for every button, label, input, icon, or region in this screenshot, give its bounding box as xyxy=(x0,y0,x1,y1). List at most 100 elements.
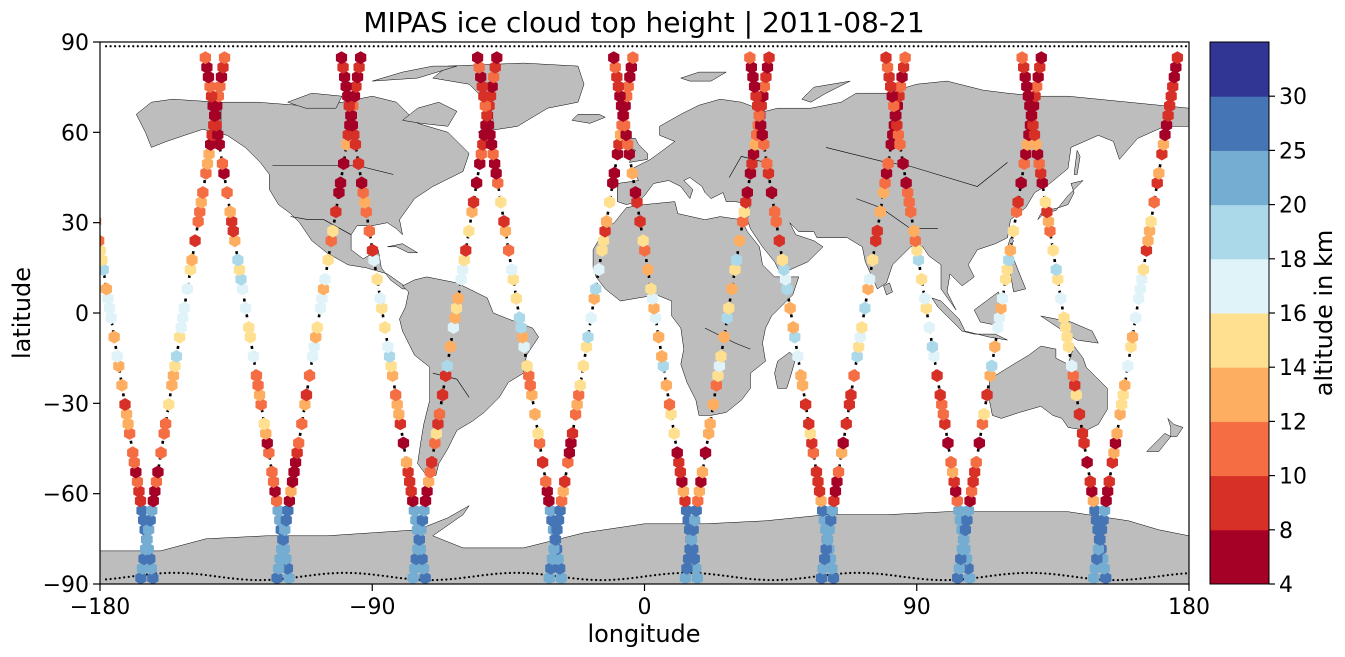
polar-dot xyxy=(227,576,230,580)
y-tick-label: −60 xyxy=(43,483,89,508)
data-point xyxy=(449,311,461,325)
polar-dot xyxy=(209,45,212,48)
polar-dot xyxy=(590,45,593,48)
polar-dot xyxy=(213,45,217,48)
data-point xyxy=(677,484,690,498)
data-point xyxy=(526,388,538,402)
data-point xyxy=(620,128,632,142)
data-point xyxy=(444,340,456,354)
data-point xyxy=(227,224,239,238)
data-point xyxy=(582,330,594,344)
data-point xyxy=(385,359,397,373)
data-point xyxy=(607,176,619,190)
polar-dot xyxy=(722,574,725,577)
polar-dot xyxy=(1171,45,1174,48)
polar-dot xyxy=(163,45,167,48)
polar-dot xyxy=(300,575,303,578)
polar-dot xyxy=(145,45,148,48)
data-point xyxy=(970,455,982,469)
data-point xyxy=(769,205,781,219)
polar-dot xyxy=(998,573,1002,576)
polar-dot xyxy=(976,45,979,48)
polar-dot xyxy=(1085,577,1088,580)
polar-dot xyxy=(681,45,684,48)
data-point xyxy=(458,253,470,267)
polar-dot xyxy=(1175,573,1178,576)
polar-dot xyxy=(653,574,657,577)
data-point xyxy=(253,388,266,402)
polar-dot xyxy=(449,578,452,581)
border-line xyxy=(856,198,938,229)
polar-dot xyxy=(427,45,430,48)
data-point xyxy=(831,475,843,489)
colorbar-segment xyxy=(1210,258,1269,314)
data-point xyxy=(205,137,217,151)
polar-dot xyxy=(1044,572,1047,575)
data-point xyxy=(627,51,639,65)
polar-dot xyxy=(504,45,507,48)
colorbar-tick-label: 30 xyxy=(1279,85,1307,110)
data-point xyxy=(622,80,634,94)
polar-dot xyxy=(209,574,212,577)
data-point xyxy=(224,205,236,219)
data-point xyxy=(738,205,750,219)
data-point xyxy=(136,504,148,517)
polar-dot xyxy=(508,45,511,48)
data-point xyxy=(776,253,788,267)
polar-dot xyxy=(985,45,988,48)
data-point xyxy=(882,157,894,171)
polar-dot xyxy=(454,45,457,48)
data-point xyxy=(812,475,824,489)
polar-dot xyxy=(377,574,380,577)
polar-dot xyxy=(989,574,992,578)
data-point xyxy=(1125,340,1137,354)
polar-dot xyxy=(1157,575,1160,578)
polar-dot xyxy=(858,571,861,574)
polar-dot xyxy=(1007,572,1011,575)
polar-dot xyxy=(236,577,239,581)
polar-dot xyxy=(1085,45,1088,48)
data-point xyxy=(205,89,218,103)
data-point xyxy=(349,137,362,151)
polar-dot xyxy=(309,45,312,48)
data-point xyxy=(981,388,993,402)
data-point xyxy=(843,398,855,411)
data-point xyxy=(240,301,252,315)
data-point xyxy=(430,426,442,440)
data-point xyxy=(1030,137,1042,151)
data-point xyxy=(277,532,289,546)
y-axis-label: latitude xyxy=(8,267,36,359)
polar-dot xyxy=(1048,572,1051,575)
data-point xyxy=(1114,407,1126,421)
data-point xyxy=(566,426,579,440)
colorbar-segment xyxy=(1210,96,1269,151)
polar-dot xyxy=(1153,575,1156,579)
data-point xyxy=(213,137,225,151)
polar-dot xyxy=(853,571,856,574)
polar-dot xyxy=(191,45,194,48)
polar-dot xyxy=(994,574,997,577)
data-point xyxy=(146,504,158,517)
data-point xyxy=(810,465,823,479)
polar-dot xyxy=(163,571,167,575)
polar-dot xyxy=(1175,45,1178,48)
polar-dot xyxy=(635,45,639,48)
colorbar-segment xyxy=(1210,367,1269,422)
x-tick-label: 90 xyxy=(903,595,931,620)
land-cuba xyxy=(387,243,419,254)
data-point xyxy=(710,378,722,392)
data-point xyxy=(418,504,430,517)
data-point xyxy=(308,340,320,354)
polar-dot xyxy=(853,45,856,48)
polar-dot xyxy=(232,577,235,580)
polar-dot xyxy=(908,576,911,579)
data-point xyxy=(215,70,228,84)
data-point xyxy=(896,70,908,84)
data-point xyxy=(656,349,668,363)
polar-dot xyxy=(123,576,126,579)
polar-dot xyxy=(1094,45,1097,48)
data-point xyxy=(1041,205,1053,219)
polar-dot xyxy=(930,45,933,48)
polar-dot xyxy=(340,45,344,48)
